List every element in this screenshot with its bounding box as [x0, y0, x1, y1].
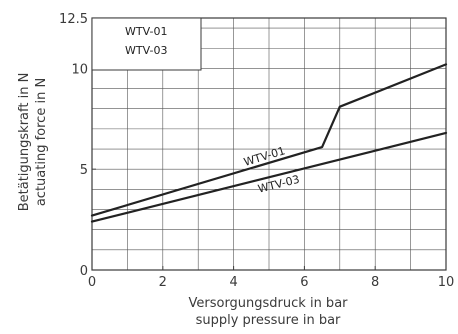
- y-axis-label-line1: Betätigungskraft in N: [17, 73, 32, 212]
- x-axis-label-line2: supply pressure in bar: [196, 313, 341, 328]
- x-tick-label: 8: [371, 275, 379, 290]
- y-tick-label: 10: [71, 62, 88, 77]
- series-line-wtv-01: [90, 63, 448, 217]
- plot-border: [91, 17, 447, 271]
- y-tick-label: 12.5: [59, 12, 88, 27]
- x-tick-label: 4: [229, 275, 237, 290]
- y-tick-label: 0: [80, 264, 88, 279]
- series-line-wtv-03: [90, 131, 448, 223]
- x-axis-label-line1: Versorgungsdruck in bar: [188, 296, 348, 311]
- legend: WTV-01 WTV-03: [91, 17, 202, 71]
- series-lines: [90, 63, 448, 223]
- plot-frame: [91, 17, 447, 271]
- legend-item-wtv-01: WTV-01: [125, 25, 167, 38]
- x-tick-label: 0: [88, 275, 96, 290]
- x-tick-label: 10: [438, 275, 455, 290]
- series-label-wtv-03: WTV-03: [257, 173, 301, 196]
- x-tick-label: 6: [300, 275, 308, 290]
- x-tick-label: 2: [159, 275, 167, 290]
- y-tick-label: 5: [80, 163, 88, 178]
- ticks: 0 2 4 6 8 10 0 5 10 12.5: [59, 12, 454, 290]
- y-axis-label-line2: actuating force in N: [34, 78, 49, 206]
- legend-box: [91, 17, 202, 71]
- legend-item-wtv-03: WTV-03: [125, 44, 167, 57]
